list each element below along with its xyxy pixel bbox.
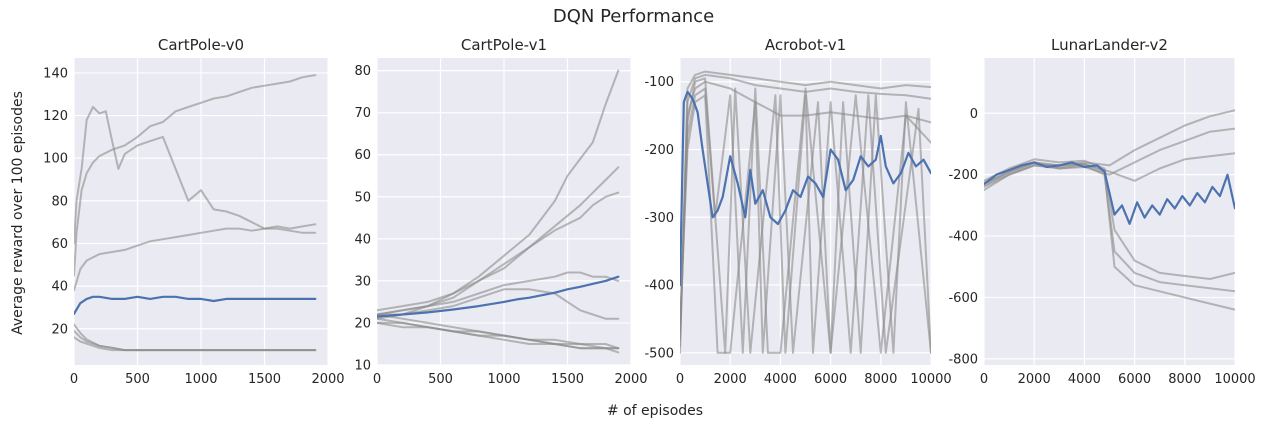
mean-line — [680, 90, 931, 287]
run-line — [680, 77, 931, 354]
x-tick-label: 2000 — [311, 372, 344, 387]
y-tick-label: 40 — [51, 280, 68, 295]
y-tick-label: 100 — [43, 152, 68, 167]
x-tick-label: 0 — [373, 372, 381, 387]
y-tick-label: 80 — [51, 194, 68, 209]
panel-title: CartPole-v0 — [158, 36, 244, 54]
y-tick-label: -200 — [948, 168, 978, 183]
x-tick-label: 8000 — [864, 372, 897, 387]
y-tick-label: -300 — [644, 211, 674, 226]
x-tick-label: 8000 — [1168, 372, 1201, 387]
run-line — [377, 321, 620, 354]
x-tick-label: 0 — [980, 372, 988, 387]
y-tick-label: -200 — [644, 143, 674, 158]
run-line — [377, 271, 620, 316]
y-tick-label: 40 — [354, 232, 371, 247]
mean-line — [984, 161, 1235, 225]
x-tick-label: 1000 — [487, 372, 520, 387]
y-tick-label: 20 — [354, 316, 371, 331]
run-line — [74, 223, 317, 292]
y-tick-label: 30 — [354, 274, 371, 289]
x-tick-label: 2000 — [714, 372, 747, 387]
y-tick-label: 0 — [970, 107, 978, 122]
y-tick-label: -100 — [644, 75, 674, 90]
run-line — [984, 152, 1235, 187]
run-line — [377, 191, 620, 312]
y-tick-label: 80 — [354, 64, 371, 79]
y-tick-label: 50 — [354, 190, 371, 205]
run-line — [680, 70, 931, 354]
panel-title: CartPole-v1 — [461, 36, 547, 54]
mean-line — [377, 275, 620, 318]
series-group — [984, 109, 1235, 311]
y-tick-label: 20 — [51, 322, 68, 337]
panel-2: 0 500 1000 1500 2000 10 20 30 40 50 60 70 80 CartPole… — [354, 36, 647, 387]
panel-title: Acrobot-v1 — [765, 36, 846, 54]
x-tick-label: 500 — [125, 372, 150, 387]
y-tick-label: -800 — [948, 352, 978, 367]
x-tick-label: 1500 — [248, 372, 281, 387]
panel-1: 0 500 1000 1500 2000 20 40 60 80 100 120 140 CartPol… — [43, 36, 344, 387]
x-tick-label: 1500 — [551, 372, 584, 387]
run-line — [680, 94, 931, 354]
run-line — [74, 336, 317, 352]
panel-3: 0 2000 4000 6000 8000 10000 -500 -400 -300 -200 -1… — [644, 36, 951, 387]
y-tick-label: -600 — [948, 291, 978, 306]
x-tick-label: 6000 — [814, 372, 847, 387]
y-tick-label: 60 — [51, 237, 68, 252]
mean-line — [74, 295, 317, 315]
series-group — [377, 69, 620, 354]
run-line — [74, 74, 317, 277]
x-tick-label: 1000 — [184, 372, 217, 387]
panel-4: 0 2000 4000 6000 8000 10000 -800 -600 -400 -200 0 L… — [948, 36, 1255, 387]
x-tick-label: 500 — [428, 372, 453, 387]
x-tick-label: 2000 — [1018, 372, 1051, 387]
y-tick-label: 120 — [43, 109, 68, 124]
y-tick-label: 70 — [354, 106, 371, 121]
series-group — [680, 70, 931, 354]
x-tick-label: 0 — [676, 372, 684, 387]
run-line — [377, 288, 620, 320]
y-tick-label: -400 — [644, 279, 674, 294]
x-tick-label: 4000 — [1068, 372, 1101, 387]
run-line — [680, 73, 931, 347]
x-tick-label: 10000 — [910, 372, 951, 387]
x-tick-label: 0 — [70, 372, 78, 387]
x-tick-label: 2000 — [614, 372, 647, 387]
y-tick-label: -400 — [948, 230, 978, 245]
x-tick-label: 6000 — [1118, 372, 1151, 387]
y-tick-label: -500 — [644, 346, 674, 361]
run-line — [984, 158, 1235, 280]
y-tick-label: 140 — [43, 66, 68, 81]
series-group — [74, 74, 317, 352]
run-line — [984, 127, 1235, 191]
x-tick-label: 10000 — [1214, 372, 1255, 387]
x-axis-label: # of episodes — [606, 403, 704, 419]
y-tick-label: 10 — [354, 359, 371, 374]
panel-title: LunarLander-v2 — [1051, 36, 1168, 54]
y-tick-label: 60 — [354, 148, 371, 163]
figure-title: DQN Performance — [552, 6, 715, 27]
x-tick-label: 4000 — [764, 372, 797, 387]
